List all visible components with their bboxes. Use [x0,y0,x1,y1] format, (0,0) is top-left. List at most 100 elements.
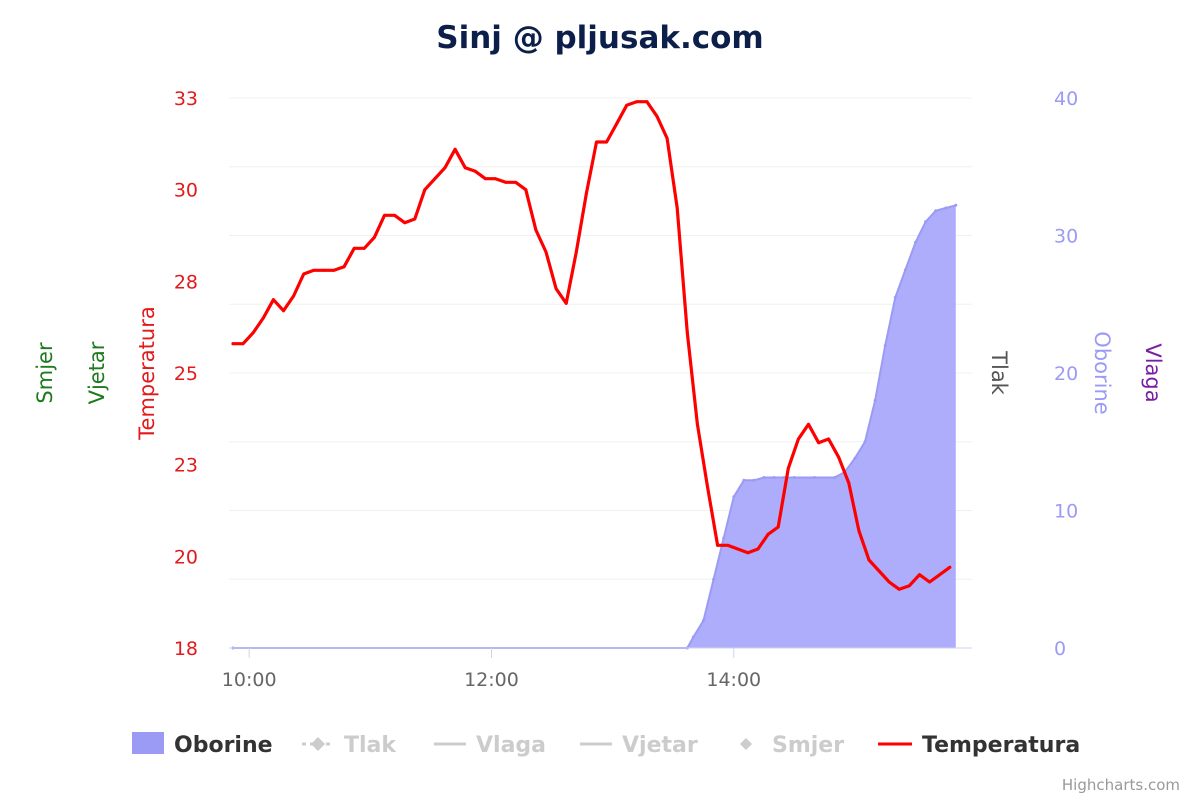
temperature-point[interactable] [665,136,669,140]
temperature-point[interactable] [373,235,376,239]
temperature-point[interactable] [928,580,931,584]
legend-item-vjetar[interactable]: Vjetar [580,733,698,758]
temperature-point[interactable] [443,166,447,170]
precipitation-point[interactable] [813,476,816,479]
precipitation-point[interactable] [954,203,958,207]
precipitation-point[interactable] [924,220,928,224]
temperature-point[interactable] [847,481,851,485]
temperature-point[interactable] [241,342,245,346]
legend-item-vlaga[interactable]: Vlaga [434,733,546,758]
precipitation-point[interactable] [792,476,796,479]
temperature-point[interactable] [362,246,366,250]
temperature-point[interactable] [908,584,911,588]
temperature-point[interactable] [564,301,568,305]
precipitation-point[interactable] [934,209,938,213]
precipitation-point[interactable] [752,478,756,482]
temperature-point[interactable] [463,166,467,170]
temperature-point[interactable] [706,485,709,489]
temperature-point[interactable] [554,287,558,291]
temperature-point[interactable] [423,188,427,192]
temperature-point[interactable] [574,250,578,254]
temperature-point[interactable] [292,294,295,298]
precipitation-point[interactable] [691,635,695,639]
legend-item-tlak[interactable]: Tlak [302,733,397,758]
temperature-point[interactable] [837,455,841,459]
temperature-point[interactable] [302,272,306,276]
precipitation-point[interactable] [762,476,766,479]
temperature-point[interactable] [514,180,518,184]
temperature-point[interactable] [716,543,719,547]
legend-item-temperatura[interactable]: Temperatura [878,733,1080,758]
temperature-point[interactable] [918,573,921,577]
temperature-point[interactable] [534,228,538,232]
temperature-point[interactable] [756,547,760,551]
precipitation-point[interactable] [712,577,716,581]
temperature-point[interactable] [615,122,619,126]
temperature-point[interactable] [817,441,820,445]
temperature-point[interactable] [685,331,689,335]
temperature-point[interactable] [877,569,881,573]
temperature-point[interactable] [696,422,699,426]
temperature-point[interactable] [726,543,730,547]
precipitation-point[interactable] [903,268,907,272]
temperature-point[interactable] [393,213,396,217]
legend-item-smjer[interactable]: Smjer [740,733,844,758]
precipitation-point[interactable] [873,399,877,402]
temperature-point[interactable] [524,188,528,192]
temperature-point[interactable] [544,250,548,254]
temperature-point[interactable] [948,565,952,569]
temperature-point[interactable] [261,316,265,320]
temperature-point[interactable] [938,573,942,577]
temperature-point[interactable] [766,532,770,536]
temperature-point[interactable] [645,100,649,104]
temperature-point[interactable] [352,246,356,250]
temperature-point[interactable] [786,466,790,470]
temperature-point[interactable] [403,221,407,225]
temperature-point[interactable] [625,103,629,107]
temperature-point[interactable] [635,100,639,104]
temperature-point[interactable] [272,298,275,302]
temperature-point[interactable] [887,580,891,584]
precipitation-point[interactable] [883,344,887,347]
temperature-point[interactable] [746,551,750,555]
temperature-point[interactable] [453,147,457,151]
precipitation-point[interactable] [893,295,897,299]
precipitation-point[interactable] [782,476,786,479]
temperature-point[interactable] [413,217,417,221]
precipitation-point[interactable] [732,495,736,499]
precipitation-point[interactable] [772,476,776,479]
temperature-point[interactable] [776,525,780,529]
legend-item-oborine[interactable]: Oborine [132,732,273,758]
temperature-point[interactable] [605,140,608,144]
temperature-point[interactable] [807,422,810,426]
temperature-point[interactable] [675,206,679,210]
temperature-point[interactable] [473,169,477,173]
temperature-point[interactable] [585,191,588,195]
precipitation-series[interactable] [231,203,958,650]
temperature-point[interactable] [231,342,235,346]
precipitation-point[interactable] [853,456,857,460]
temperature-point[interactable] [504,180,507,184]
precipitation-point[interactable] [914,240,917,244]
precipitation-point[interactable] [742,478,746,482]
temperature-point[interactable] [282,309,285,313]
temperature-point[interactable] [867,558,871,562]
temperature-point[interactable] [342,265,346,269]
temperature-point[interactable] [655,114,659,118]
temperature-point[interactable] [595,140,598,144]
temperature-point[interactable] [312,268,316,272]
precipitation-point[interactable] [702,619,705,622]
temperature-point[interactable] [383,213,386,217]
precipitation-point[interactable] [722,536,726,540]
temperature-point[interactable] [433,177,437,181]
precipitation-point[interactable] [833,476,837,479]
temperature-point[interactable] [251,331,255,335]
temperature-series[interactable] [231,100,952,591]
temperature-point[interactable] [484,177,487,181]
temperature-point[interactable] [736,547,740,551]
temperature-point[interactable] [332,268,336,272]
temperature-point[interactable] [857,529,861,533]
temperature-point[interactable] [827,437,830,441]
temperature-point[interactable] [322,268,326,272]
precipitation-point[interactable] [944,206,948,210]
